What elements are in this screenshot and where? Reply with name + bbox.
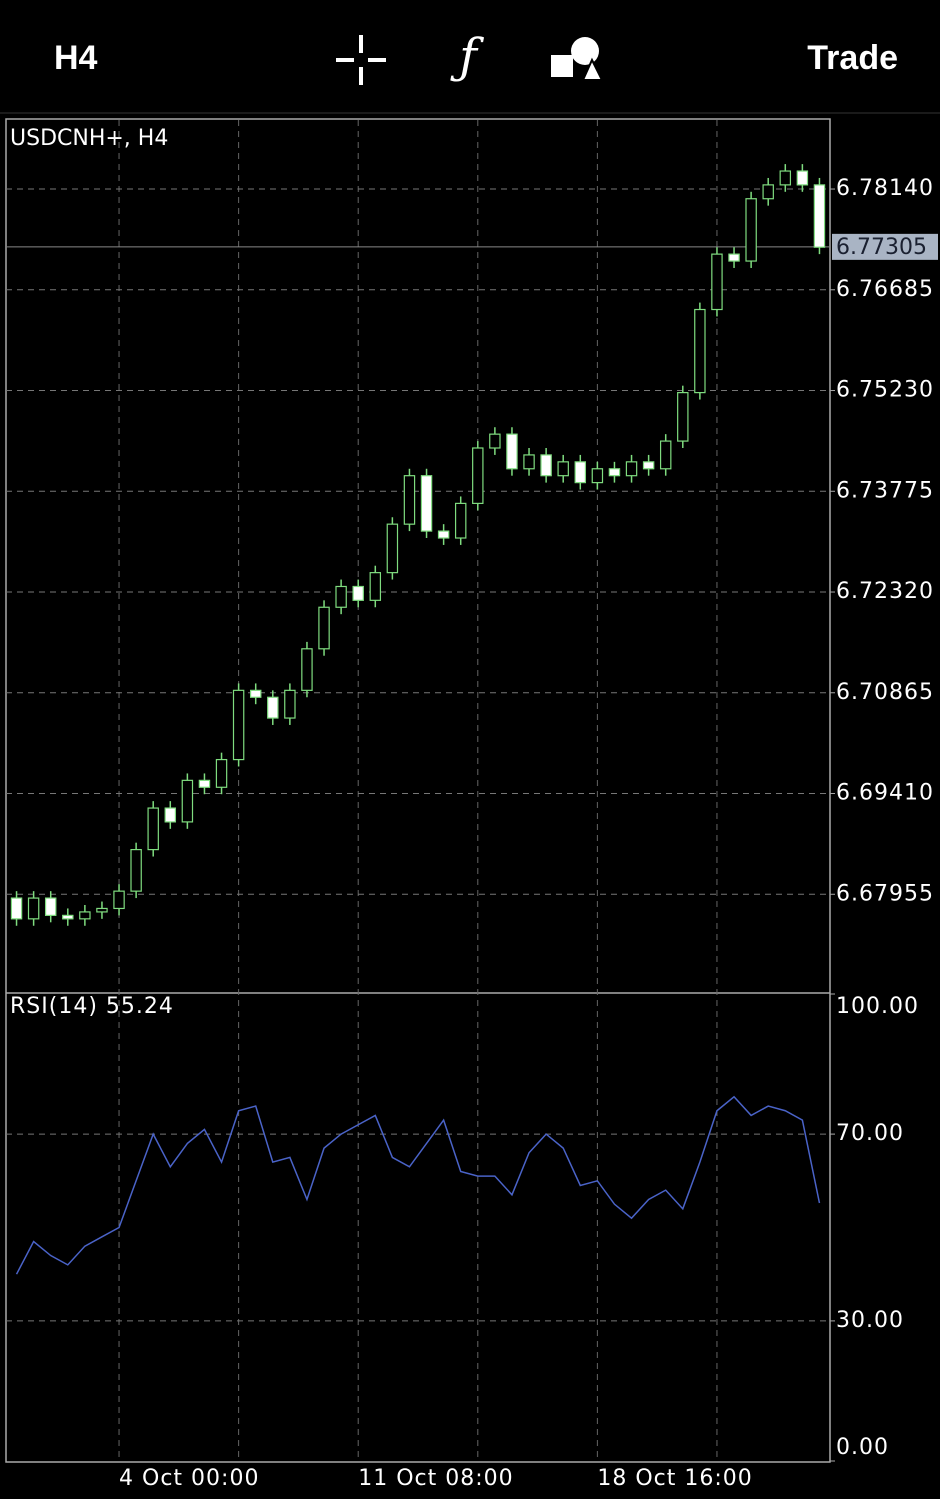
y-tick-label: 30.00 bbox=[836, 1308, 904, 1333]
candle-body bbox=[608, 468, 621, 477]
candle-body bbox=[677, 392, 689, 442]
candle-body bbox=[369, 572, 382, 601]
y-tick-label: 6.70865 bbox=[836, 680, 934, 705]
candle-body bbox=[215, 758, 228, 788]
chart-frame bbox=[5, 118, 831, 1463]
chart-title: USDCNH+, H4 bbox=[10, 126, 168, 151]
y-tick-label: 6.76685 bbox=[836, 277, 934, 302]
y-tick-label: 6.72320 bbox=[836, 579, 934, 604]
candle-body bbox=[62, 914, 74, 920]
candle-body bbox=[591, 468, 604, 484]
crosshair-icon[interactable] bbox=[336, 35, 386, 85]
candle-body bbox=[472, 447, 484, 504]
candle-body bbox=[523, 454, 535, 470]
candle-body bbox=[44, 897, 57, 916]
candle-body bbox=[232, 689, 245, 761]
candle-body bbox=[147, 807, 159, 851]
candle-body bbox=[694, 308, 706, 394]
timeframe-button[interactable]: H4 bbox=[54, 39, 98, 77]
y-tick-label: 6.75230 bbox=[836, 378, 934, 403]
candle-body bbox=[489, 433, 501, 449]
y-tick-label: 6.69410 bbox=[836, 781, 934, 806]
candle-body bbox=[625, 461, 638, 477]
candle-body bbox=[506, 433, 518, 470]
y-tick-label: 100.00 bbox=[836, 994, 919, 1019]
candle-body bbox=[659, 440, 672, 470]
candle-body bbox=[796, 170, 809, 186]
candle-body bbox=[642, 461, 655, 470]
candle-body bbox=[164, 807, 177, 823]
trade-button[interactable]: Trade bbox=[807, 39, 898, 77]
candle-body bbox=[437, 530, 450, 539]
candle-body bbox=[574, 461, 587, 484]
candle-body bbox=[249, 689, 262, 698]
toolbar bbox=[0, 0, 940, 113]
objects-icon[interactable] bbox=[551, 37, 604, 81]
current-price-box bbox=[832, 233, 938, 260]
candle-body bbox=[113, 890, 125, 910]
candle-body bbox=[762, 184, 774, 200]
candle-body bbox=[335, 585, 347, 608]
candle-body bbox=[130, 849, 142, 892]
candle-body bbox=[557, 461, 569, 477]
y-tick-label: 6.73775 bbox=[836, 478, 934, 503]
candle-body bbox=[10, 897, 23, 920]
indicator-title: RSI(14) 55.24 bbox=[10, 994, 174, 1019]
candle-body bbox=[711, 253, 723, 311]
y-tick-label: 70.00 bbox=[836, 1121, 904, 1146]
candle-body bbox=[198, 779, 211, 788]
candle-body bbox=[318, 606, 330, 650]
y-tick-label: 0.00 bbox=[836, 1435, 889, 1460]
y-tick-label: 6.78140 bbox=[836, 176, 934, 201]
y-tick-label: 6.67955 bbox=[836, 881, 934, 906]
candle-body bbox=[779, 170, 792, 186]
candle-body bbox=[181, 779, 194, 823]
candle-body bbox=[420, 475, 433, 532]
x-tick-label: 4 Oct 00:00 bbox=[119, 1466, 259, 1491]
x-tick-label: 18 Oct 16:00 bbox=[597, 1466, 752, 1491]
candle-body bbox=[813, 184, 826, 248]
candle-body bbox=[540, 454, 552, 477]
current-price-label: 6.77305 bbox=[836, 235, 927, 260]
candle-body bbox=[284, 689, 296, 719]
candle-body bbox=[79, 911, 91, 920]
candle-body bbox=[96, 907, 108, 913]
candle-body bbox=[728, 253, 740, 262]
candle-body bbox=[301, 648, 313, 691]
candle-body bbox=[27, 897, 40, 920]
candle-body bbox=[454, 502, 467, 539]
candle-body bbox=[386, 523, 399, 574]
candle-body bbox=[352, 585, 364, 601]
rsi-line bbox=[15, 1095, 821, 1275]
candle-body bbox=[403, 475, 416, 525]
candle-body bbox=[267, 696, 279, 719]
candle-body bbox=[745, 198, 757, 262]
x-tick-label: 11 Oct 08:00 bbox=[358, 1466, 513, 1491]
